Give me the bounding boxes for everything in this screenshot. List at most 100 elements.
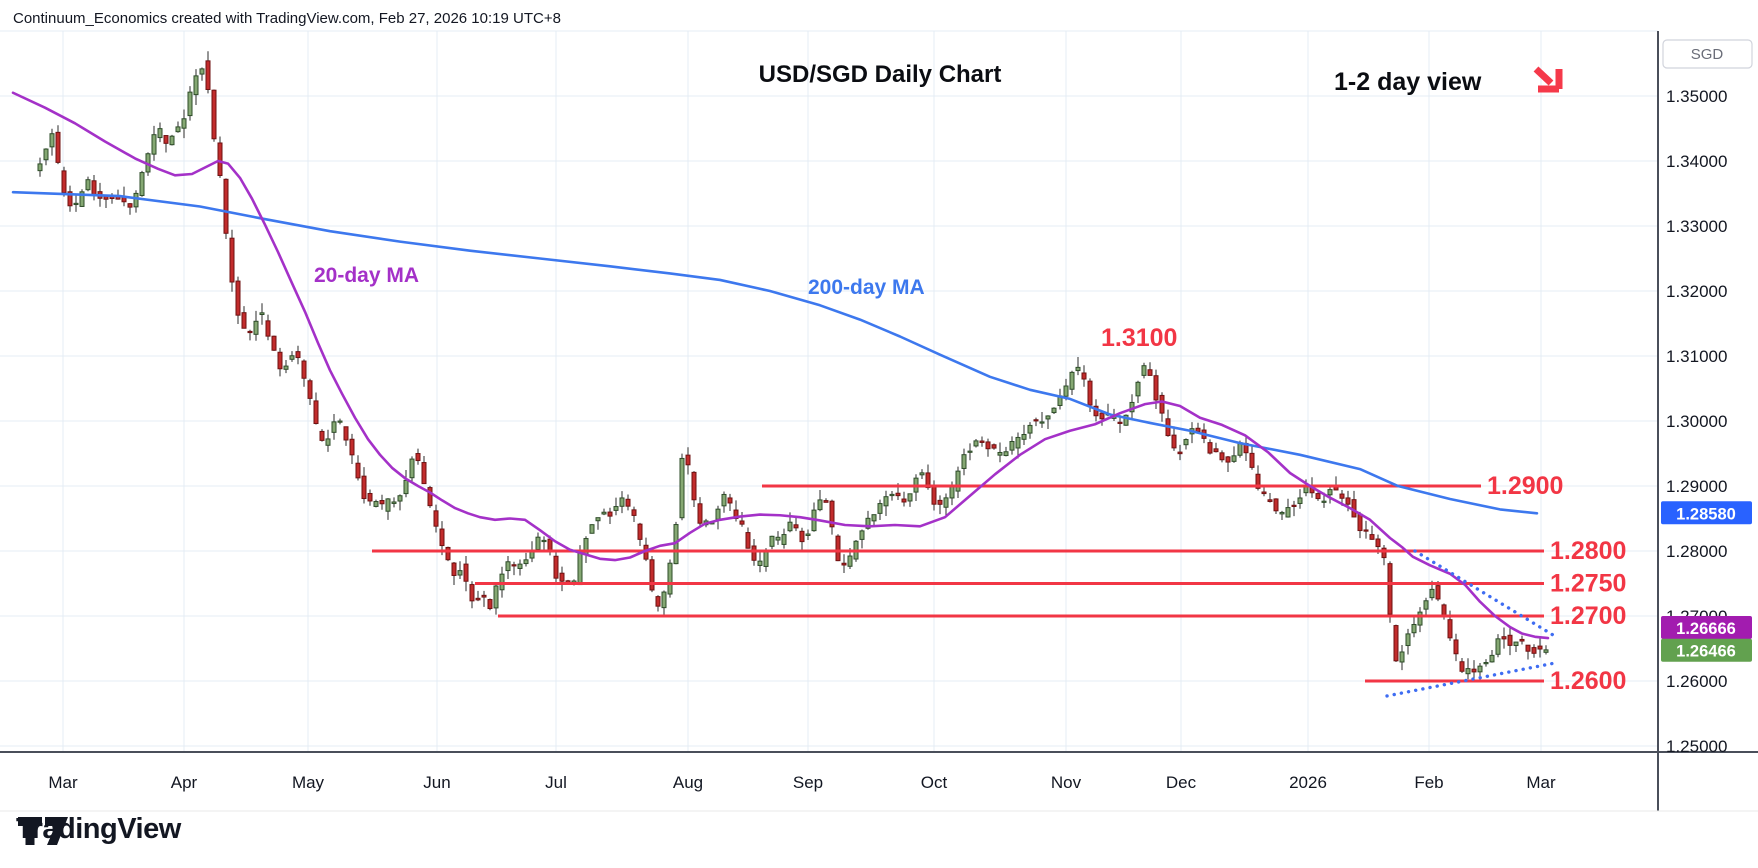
candle-down <box>1531 647 1537 654</box>
candle-up <box>1021 433 1027 440</box>
candle-down <box>559 572 565 582</box>
candle-up <box>79 191 85 207</box>
candle-down <box>1087 380 1093 406</box>
price-tick-label: 1.33000 <box>1666 217 1727 236</box>
candle-up <box>577 552 583 586</box>
candle-up <box>775 536 781 541</box>
month-label: Dec <box>1166 773 1197 792</box>
candle-up <box>1063 385 1069 397</box>
candle-down <box>1375 538 1381 548</box>
candle-up <box>253 320 259 335</box>
candle-up <box>1423 600 1429 610</box>
month-label: Nov <box>1051 773 1082 792</box>
candle-up <box>973 440 979 447</box>
candle-down <box>247 330 253 334</box>
candle-up <box>619 497 625 507</box>
candle-down <box>1291 504 1297 507</box>
candle-up <box>865 517 871 529</box>
candle-down <box>1387 563 1393 615</box>
candle-up <box>373 501 379 507</box>
candle-down <box>1261 491 1267 495</box>
candle-down <box>319 430 325 441</box>
candle-up <box>1327 489 1333 496</box>
tradingview-logo-icon <box>18 817 68 845</box>
month-label: Oct <box>921 773 948 792</box>
candle-up <box>949 486 955 499</box>
candle-down <box>625 498 631 507</box>
candle-down <box>1159 394 1165 414</box>
candle-down <box>829 500 835 528</box>
candle-up <box>1009 441 1015 451</box>
candle-up <box>595 517 601 522</box>
currency-button[interactable] <box>1662 39 1753 69</box>
candle-down <box>751 545 757 561</box>
candle-up <box>325 438 331 446</box>
candle-up <box>535 536 541 550</box>
candle-down <box>1519 638 1525 642</box>
candle-up <box>769 535 775 547</box>
ma20-label: 20-day MA <box>314 264 420 287</box>
candle-up <box>907 493 913 502</box>
candle-down <box>1435 585 1441 600</box>
candle-up <box>1135 381 1141 397</box>
candle-up <box>715 508 721 520</box>
candle-up <box>1027 424 1033 434</box>
candle-down <box>127 203 133 208</box>
candle-up <box>1051 407 1057 414</box>
level-price-label: 1.2600 <box>1550 667 1626 695</box>
month-label: Sep <box>793 773 823 792</box>
candle-down <box>367 492 373 502</box>
candle-up <box>1399 651 1405 663</box>
candle-up <box>961 454 967 469</box>
candle-down <box>469 584 475 602</box>
candle-down <box>1357 513 1363 532</box>
candle-up <box>1231 455 1237 462</box>
candle-up <box>1039 421 1045 424</box>
candle-down <box>277 351 283 370</box>
chart-title: USD/SGD Daily Chart <box>758 61 1002 88</box>
candle-down <box>427 487 433 507</box>
dotted-trendline <box>1413 549 1558 639</box>
candle-down <box>1525 644 1531 652</box>
candle-down <box>463 563 469 582</box>
candle-down <box>835 535 841 562</box>
candle-down <box>163 135 169 144</box>
candle-down <box>1213 448 1219 453</box>
candle-up <box>847 555 853 567</box>
candle-up <box>331 421 337 433</box>
candle-down <box>205 60 211 90</box>
candle-down <box>511 564 517 567</box>
price-tick-label: 1.26000 <box>1666 672 1727 691</box>
candle-down <box>487 599 493 610</box>
candle-up <box>493 585 499 609</box>
candle-up <box>1411 623 1417 634</box>
candle-down <box>1117 421 1123 424</box>
price-badge <box>1661 501 1752 525</box>
candle-up <box>85 179 91 191</box>
candle-down <box>793 524 799 529</box>
candle-down <box>1033 419 1039 422</box>
candle-down <box>1501 636 1507 640</box>
candle-up <box>151 134 157 155</box>
candle-up <box>781 534 787 545</box>
candle-up <box>787 521 793 532</box>
candle-up <box>499 573 505 591</box>
candle-down <box>1147 369 1153 376</box>
tradingview-logo[interactable]: TradingView <box>16 813 181 846</box>
price-badge <box>1661 638 1752 662</box>
candle-down <box>1453 639 1459 655</box>
ma200-line <box>11 190 1539 515</box>
candle-up <box>133 192 139 208</box>
candle-down <box>1255 473 1261 489</box>
candle-down <box>931 485 937 505</box>
candle-down <box>439 528 445 547</box>
candle-down <box>1171 434 1177 449</box>
candle-down <box>685 454 691 466</box>
candle-down <box>1363 529 1369 532</box>
candle-down <box>313 400 319 425</box>
candle-down <box>271 335 277 351</box>
candle-up <box>1003 451 1009 457</box>
candle-up <box>613 506 619 511</box>
candle-down <box>1267 499 1273 502</box>
